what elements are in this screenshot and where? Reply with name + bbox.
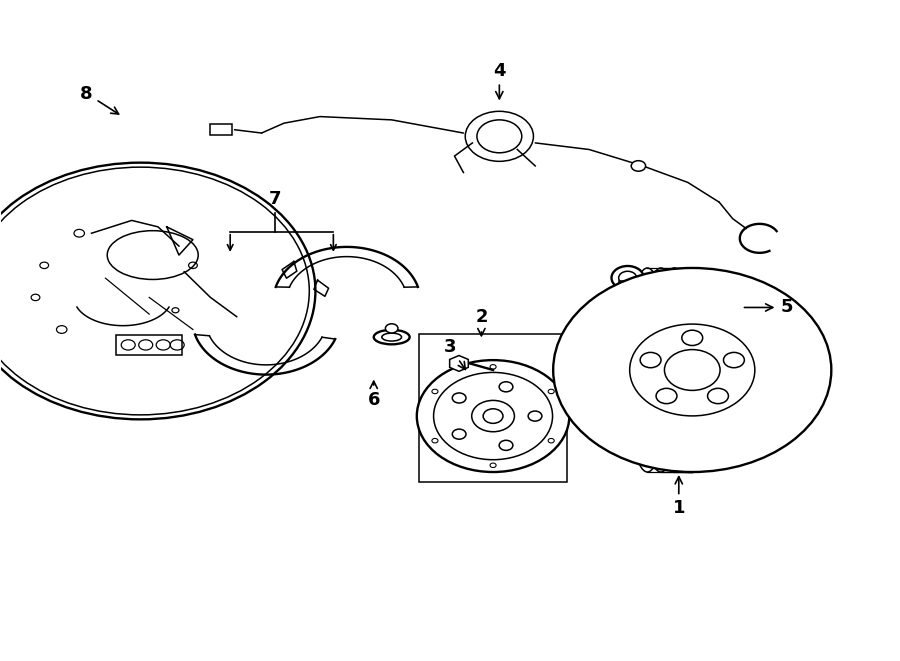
Text: 8: 8 (80, 85, 119, 114)
Circle shape (453, 429, 466, 439)
Circle shape (640, 352, 661, 368)
Text: 4: 4 (493, 61, 506, 98)
Circle shape (432, 389, 438, 394)
Text: 1: 1 (672, 477, 685, 517)
Circle shape (724, 352, 744, 368)
Circle shape (453, 393, 466, 403)
Circle shape (548, 389, 554, 394)
Circle shape (611, 266, 644, 290)
Ellipse shape (374, 330, 410, 344)
Text: 5: 5 (744, 299, 793, 317)
Bar (611, 329, 629, 342)
Circle shape (432, 438, 438, 443)
Circle shape (417, 360, 570, 472)
Circle shape (528, 411, 542, 421)
Bar (618, 281, 636, 294)
Circle shape (554, 268, 832, 472)
Circle shape (682, 330, 703, 346)
Circle shape (500, 382, 513, 392)
Circle shape (631, 161, 645, 171)
Circle shape (656, 389, 677, 404)
Circle shape (500, 440, 513, 450)
Text: 7: 7 (269, 190, 282, 208)
Text: 6: 6 (367, 381, 380, 408)
Circle shape (707, 389, 728, 404)
Circle shape (465, 111, 534, 161)
Text: 3: 3 (444, 338, 465, 369)
Bar (116, 334, 183, 355)
Bar (418, 334, 567, 482)
Circle shape (604, 333, 636, 357)
Bar (211, 124, 232, 135)
Text: 2: 2 (475, 308, 488, 336)
Circle shape (490, 463, 496, 467)
Circle shape (548, 438, 554, 443)
Circle shape (490, 365, 496, 369)
Circle shape (385, 324, 398, 333)
